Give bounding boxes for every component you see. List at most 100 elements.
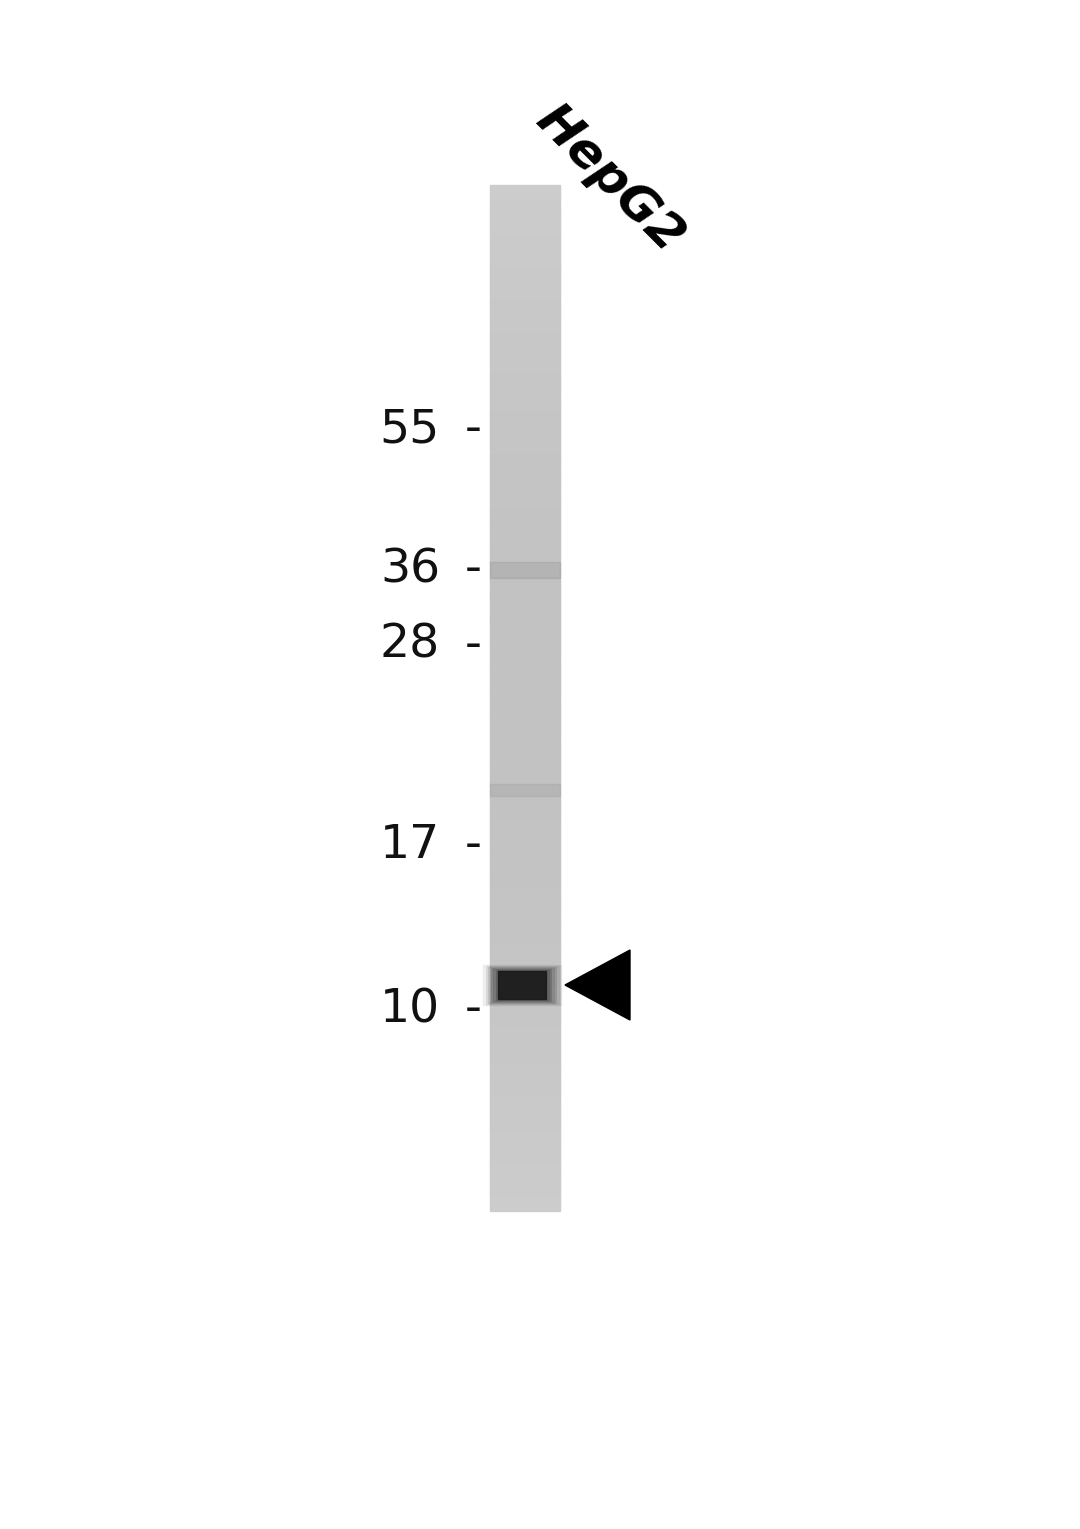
Bar <box>490 968 554 1001</box>
Bar <box>490 998 561 1003</box>
Bar <box>490 1079 561 1084</box>
Bar <box>490 838 561 842</box>
Bar <box>490 531 561 535</box>
Bar <box>490 407 561 411</box>
Bar <box>490 520 561 524</box>
Bar <box>490 1115 561 1119</box>
Bar <box>490 1101 561 1105</box>
Bar <box>490 705 561 709</box>
Bar <box>490 544 561 549</box>
Bar <box>490 636 561 641</box>
Bar <box>490 605 561 610</box>
Bar <box>490 957 561 962</box>
Bar <box>490 763 561 768</box>
Bar <box>490 821 561 826</box>
Bar <box>490 1063 561 1067</box>
Bar <box>490 598 561 602</box>
Bar <box>490 492 561 497</box>
Bar <box>490 284 561 289</box>
Bar <box>483 965 561 1005</box>
Bar <box>490 609 561 613</box>
Bar <box>490 930 561 934</box>
Bar <box>490 1040 561 1044</box>
Text: 10: 10 <box>380 988 440 1032</box>
Bar <box>490 1190 561 1194</box>
Bar <box>490 1001 561 1006</box>
Bar <box>490 1121 561 1125</box>
Bar <box>490 766 561 771</box>
Bar <box>490 304 561 309</box>
Bar <box>490 1159 561 1164</box>
Bar <box>488 966 556 1003</box>
Bar <box>490 628 561 633</box>
Bar <box>490 769 561 774</box>
Bar <box>490 404 561 408</box>
Bar <box>490 376 561 381</box>
Bar <box>490 794 561 798</box>
Bar <box>490 352 561 356</box>
Text: -: - <box>450 988 482 1032</box>
Bar <box>490 827 561 832</box>
Bar <box>490 428 561 433</box>
Bar <box>490 642 561 647</box>
Bar <box>490 434 561 439</box>
Bar <box>490 946 561 951</box>
Bar <box>490 379 561 384</box>
Bar <box>490 1193 561 1197</box>
Bar <box>490 835 561 838</box>
Bar <box>498 971 546 998</box>
Bar <box>490 295 561 298</box>
Bar <box>490 1135 561 1139</box>
Text: 36: 36 <box>380 547 440 593</box>
Bar <box>490 1176 561 1180</box>
Bar <box>490 1131 561 1136</box>
Bar <box>490 1145 561 1150</box>
Bar <box>490 1009 561 1012</box>
Bar <box>490 315 561 320</box>
Bar <box>490 202 561 206</box>
Bar <box>490 339 561 342</box>
Bar <box>490 301 561 306</box>
Bar <box>490 742 561 746</box>
Bar <box>490 209 561 214</box>
Bar <box>490 680 561 685</box>
Bar <box>490 523 561 528</box>
Bar <box>490 298 561 303</box>
Bar <box>490 995 561 998</box>
Bar <box>490 677 561 682</box>
Bar <box>490 674 561 677</box>
Bar <box>490 619 561 624</box>
Bar <box>490 784 561 797</box>
Bar <box>490 1098 561 1102</box>
Bar <box>490 612 561 616</box>
Bar <box>490 735 561 740</box>
Bar <box>490 401 561 405</box>
Bar <box>490 1026 561 1031</box>
Bar <box>490 191 561 196</box>
Bar <box>490 312 561 317</box>
Bar <box>490 509 561 514</box>
Bar <box>490 875 561 879</box>
Bar <box>490 858 561 862</box>
Bar <box>490 786 561 790</box>
Bar <box>490 563 561 578</box>
Bar <box>490 745 561 749</box>
Bar <box>490 558 561 561</box>
Bar <box>490 448 561 453</box>
Bar <box>490 263 561 268</box>
Bar <box>490 219 561 223</box>
Bar <box>490 249 561 254</box>
Bar <box>490 625 561 630</box>
Bar <box>490 240 561 245</box>
Bar <box>490 916 561 920</box>
Bar <box>490 342 561 347</box>
Bar <box>490 633 561 638</box>
Bar <box>490 237 561 240</box>
Bar <box>490 905 561 910</box>
Bar <box>490 758 561 763</box>
Bar <box>490 844 561 849</box>
Bar <box>490 581 561 586</box>
Text: 55: 55 <box>380 408 440 453</box>
Bar <box>490 1005 561 1009</box>
Bar <box>490 462 561 466</box>
